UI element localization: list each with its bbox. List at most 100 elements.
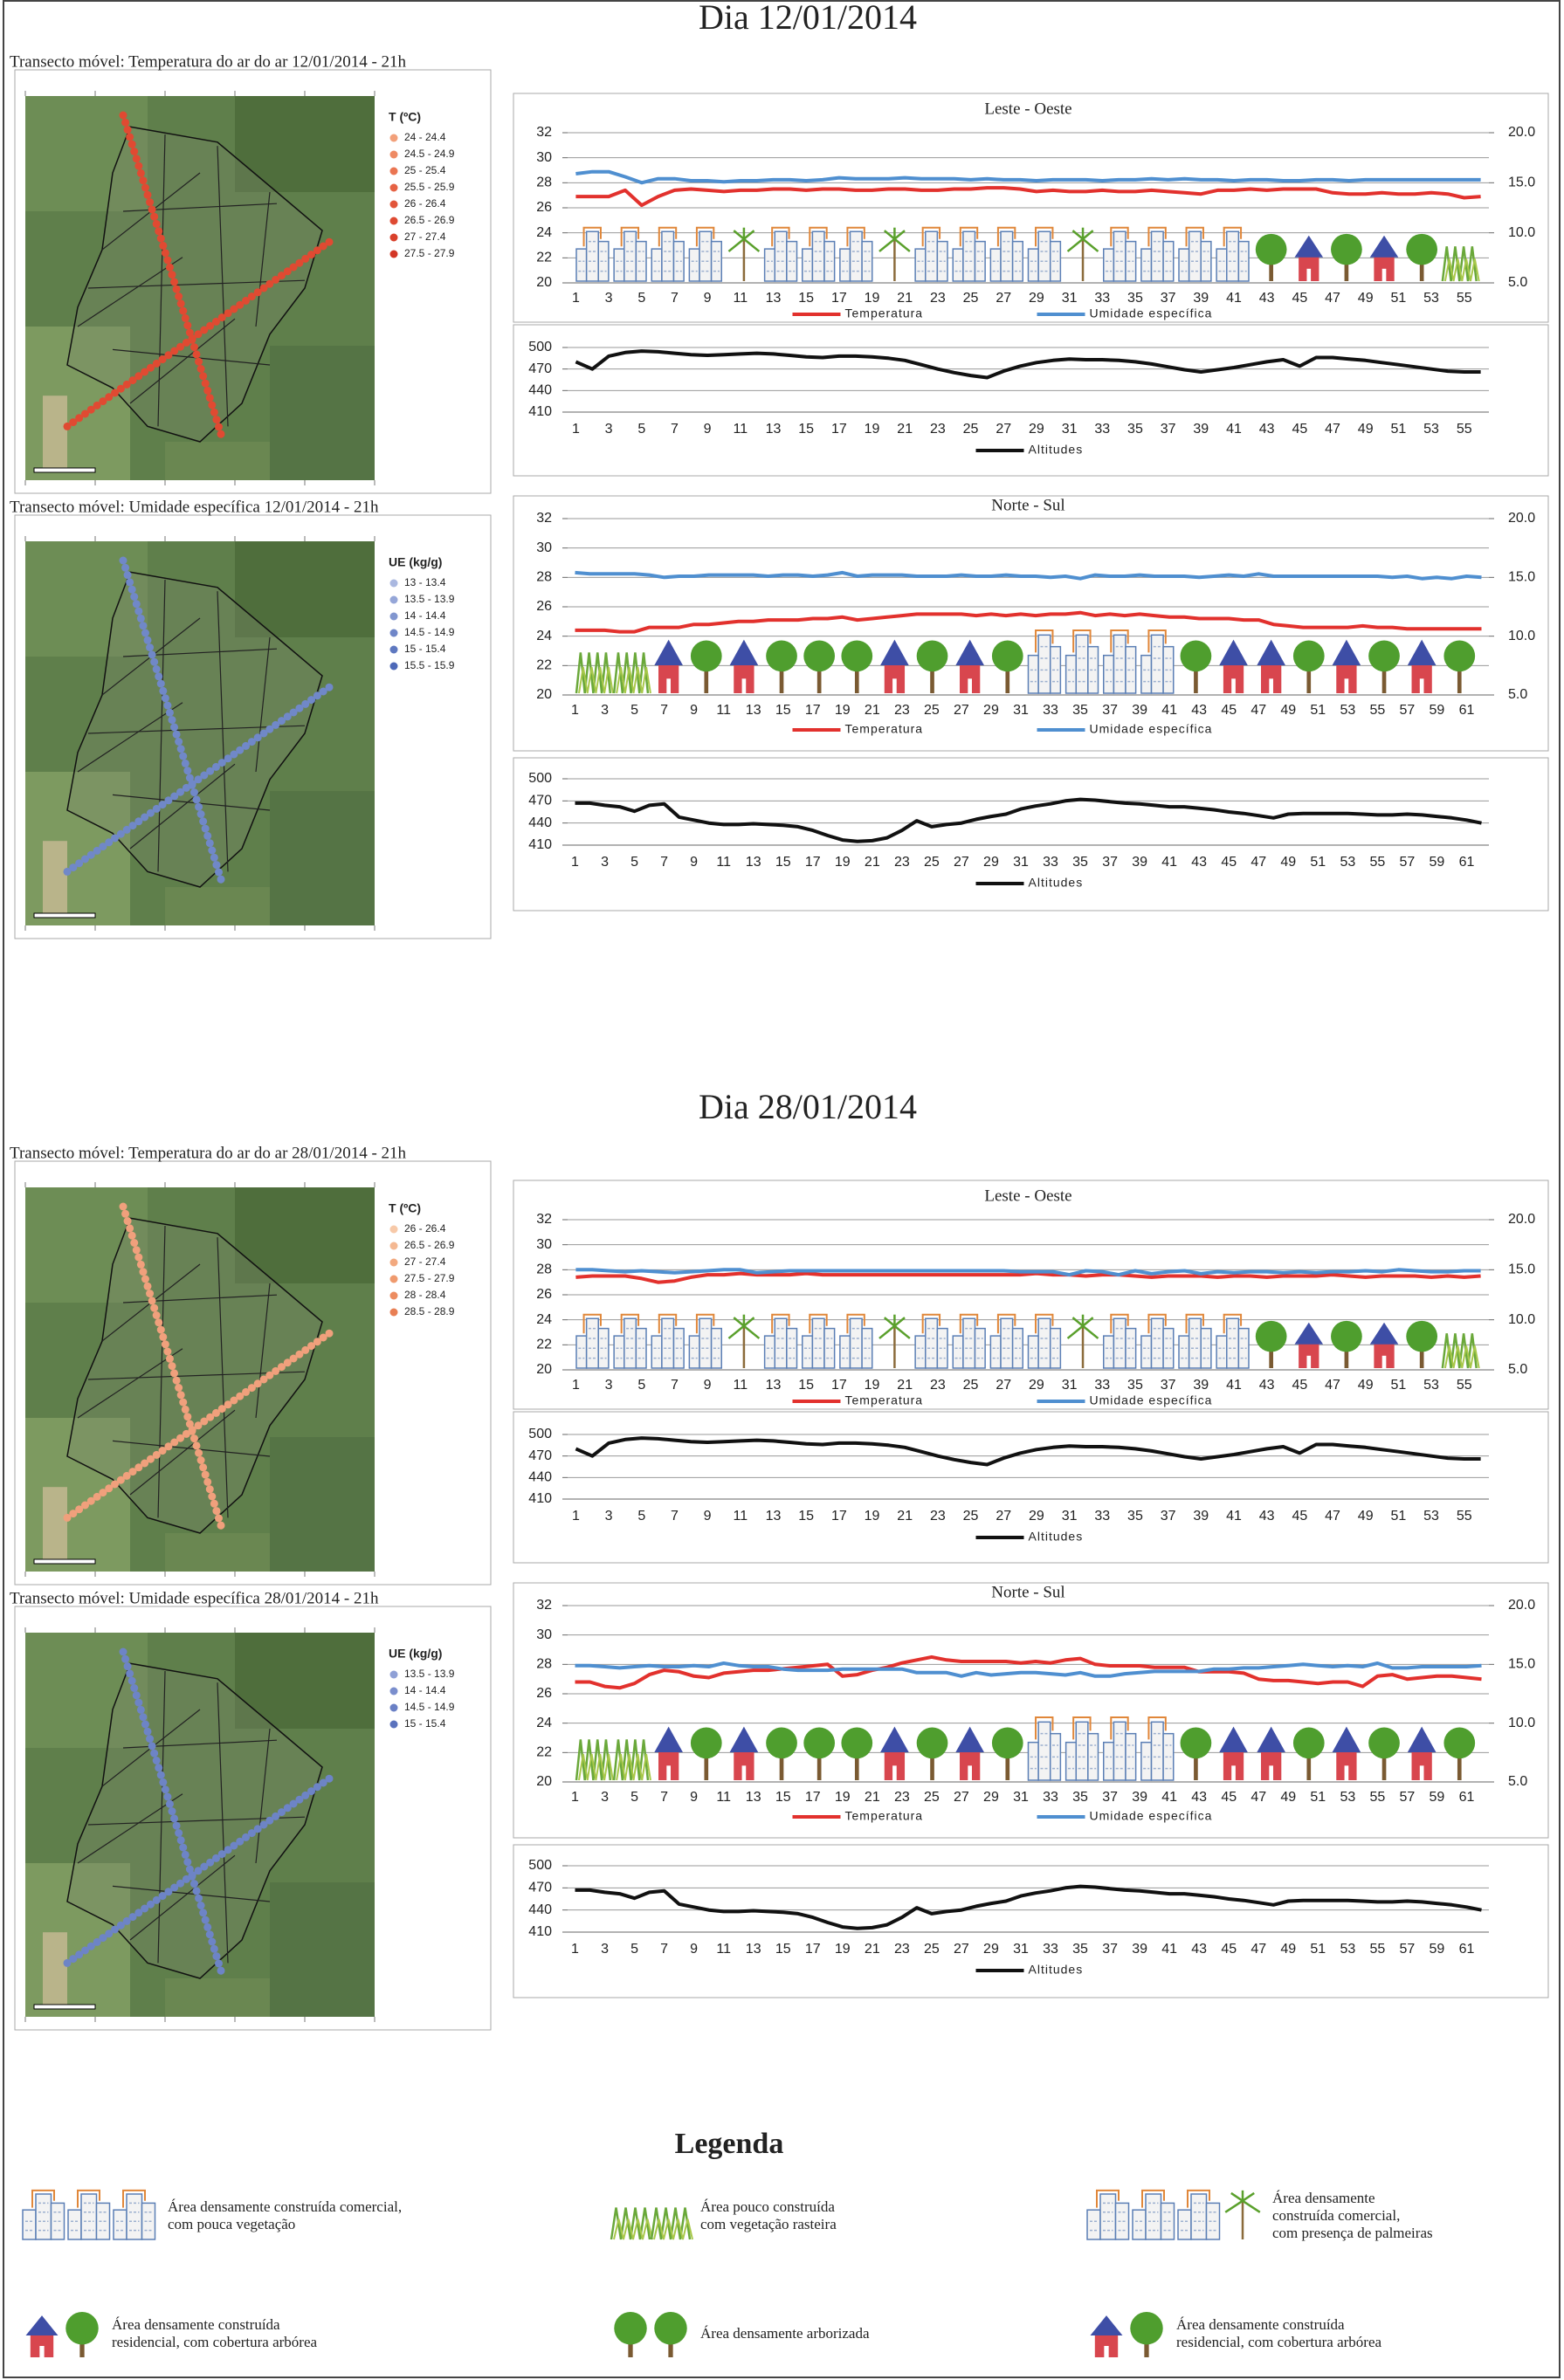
transect-point	[199, 1463, 207, 1471]
y-tick-label: 500	[528, 1427, 552, 1441]
transect-point	[173, 1377, 181, 1385]
x-tick-label: 49	[1358, 1509, 1374, 1524]
icon-part	[1306, 1757, 1311, 1780]
x-tick-label: 59	[1430, 1942, 1445, 1957]
x-tick-label: 31	[1013, 1790, 1029, 1805]
day-heading: Dia 12/01/2014	[699, 0, 917, 37]
icon-part	[787, 1329, 797, 1368]
transect-point	[195, 1895, 203, 1902]
x-tick-label: 33	[1043, 1942, 1058, 1957]
icon	[23, 2191, 65, 2239]
transect-point	[326, 1330, 334, 1338]
icon-part	[1368, 640, 1400, 671]
icon-part	[1161, 2203, 1175, 2239]
map-legend-label: 27 - 27.4	[404, 1255, 446, 1268]
icon-part	[968, 678, 972, 693]
transect-point	[206, 394, 214, 402]
transect-point	[215, 423, 223, 430]
icon-part	[1051, 647, 1061, 693]
y-tick-label: 32	[536, 1212, 552, 1227]
icon-part	[614, 249, 624, 281]
x-tick-label: 21	[865, 855, 880, 870]
icon	[68, 2191, 110, 2239]
transect-point	[197, 1456, 205, 1464]
x-tick-label: 7	[671, 291, 679, 306]
transect-point	[139, 1713, 147, 1721]
icon-part	[766, 1727, 797, 1758]
transect-point	[208, 847, 216, 855]
map-legend-label: 14 - 14.4	[404, 609, 446, 622]
transect-point	[166, 1800, 174, 1808]
icon-part	[841, 640, 872, 671]
x-tick-label: 3	[601, 1790, 609, 1805]
x-tick-label: 43	[1191, 1942, 1207, 1957]
x-tick-label: 43	[1259, 422, 1275, 437]
x-tick-label: 33	[1043, 855, 1058, 870]
map-legend-swatch	[390, 1704, 398, 1712]
icon-part	[1088, 1734, 1099, 1780]
icon-part	[1038, 231, 1051, 281]
chart-panel	[513, 1583, 1548, 1838]
transect-point	[175, 1384, 183, 1392]
y-tick-label: 470	[528, 1881, 552, 1895]
icon-part	[1201, 242, 1211, 281]
x-tick-label: 31	[1013, 703, 1029, 718]
icon-part	[990, 249, 1001, 281]
x-tick-label: 23	[894, 855, 910, 870]
x-tick-label: 35	[1127, 291, 1143, 306]
y-tick-label: 22	[536, 251, 552, 265]
transect-point	[126, 1224, 134, 1232]
transect-point	[166, 1355, 174, 1363]
map-legend-label: 26 - 26.4	[404, 197, 446, 210]
x-tick-label: 17	[831, 291, 847, 306]
y-tick-label: 28	[536, 175, 552, 190]
x-tick-label: 29	[983, 1790, 999, 1805]
transect-point	[126, 133, 134, 141]
transect-point	[195, 803, 203, 811]
icon-part	[742, 678, 747, 693]
transect-point	[162, 249, 169, 257]
transect-point	[134, 608, 142, 616]
icon	[654, 2312, 686, 2357]
icon-part	[1076, 1722, 1088, 1780]
x-tick-label: 23	[930, 291, 946, 306]
x-tick-label: 11	[716, 1942, 731, 1957]
transect-point	[144, 1283, 152, 1290]
x-tick-label: 49	[1280, 1942, 1296, 1957]
x-tick-label: 27	[954, 703, 969, 718]
icon-part	[1181, 640, 1212, 671]
map-legend-label: 25.5 - 25.9	[404, 181, 455, 193]
x-tick-label: 37	[1161, 422, 1176, 437]
transect-point	[206, 1930, 214, 1938]
x-tick-label: 49	[1280, 855, 1296, 870]
icon-part	[1038, 1722, 1051, 1780]
x-tick-label: 13	[766, 1378, 782, 1393]
x-tick-label: 45	[1292, 422, 1307, 437]
x-tick-label: 37	[1102, 1790, 1118, 1805]
map-legend-swatch	[390, 168, 398, 175]
icon-part	[930, 670, 934, 693]
x-tick-label: 11	[734, 1509, 748, 1524]
x-tick-label: 41	[1226, 1378, 1242, 1393]
icon-part	[636, 242, 646, 281]
chart-panel	[513, 496, 1548, 751]
x-tick-label: 35	[1072, 855, 1088, 870]
map-legend-label: 28 - 28.4	[404, 1289, 446, 1301]
x-tick-label: 31	[1013, 855, 1029, 870]
y-tick-label: 26	[536, 599, 552, 614]
map-legend-swatch	[390, 646, 398, 654]
legend-label: Umidade específica	[1090, 722, 1213, 736]
map-patch	[270, 791, 375, 925]
y-tick-label: 22	[536, 658, 552, 673]
x-tick-label: 21	[865, 703, 880, 718]
transect-point	[175, 1829, 183, 1837]
transect-point	[162, 1340, 169, 1348]
icon-part	[1179, 1336, 1189, 1368]
map-legend-label: 27.5 - 27.9	[404, 1272, 455, 1284]
transect-point	[202, 825, 210, 833]
x-tick-label: 61	[1459, 1790, 1475, 1805]
x-tick-label: 47	[1251, 1942, 1266, 1957]
x-tick-label: 11	[716, 1790, 731, 1805]
icon-part	[26, 2315, 59, 2335]
y2-tick-label: 10.0	[1508, 1312, 1535, 1327]
